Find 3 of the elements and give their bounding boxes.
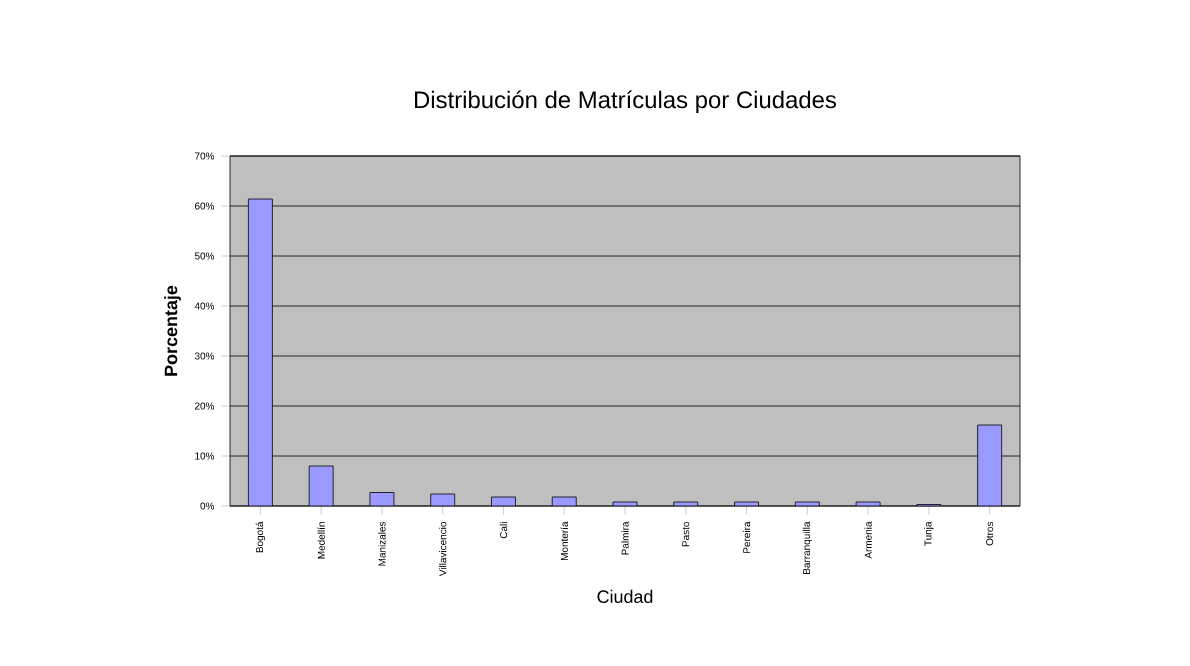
chart-title: Distribución de Matrículas por Ciudades (415, 90, 837, 114)
x-axis-title: Ciudad (597, 589, 653, 604)
y-axis-title: Porcentaje (164, 285, 181, 376)
